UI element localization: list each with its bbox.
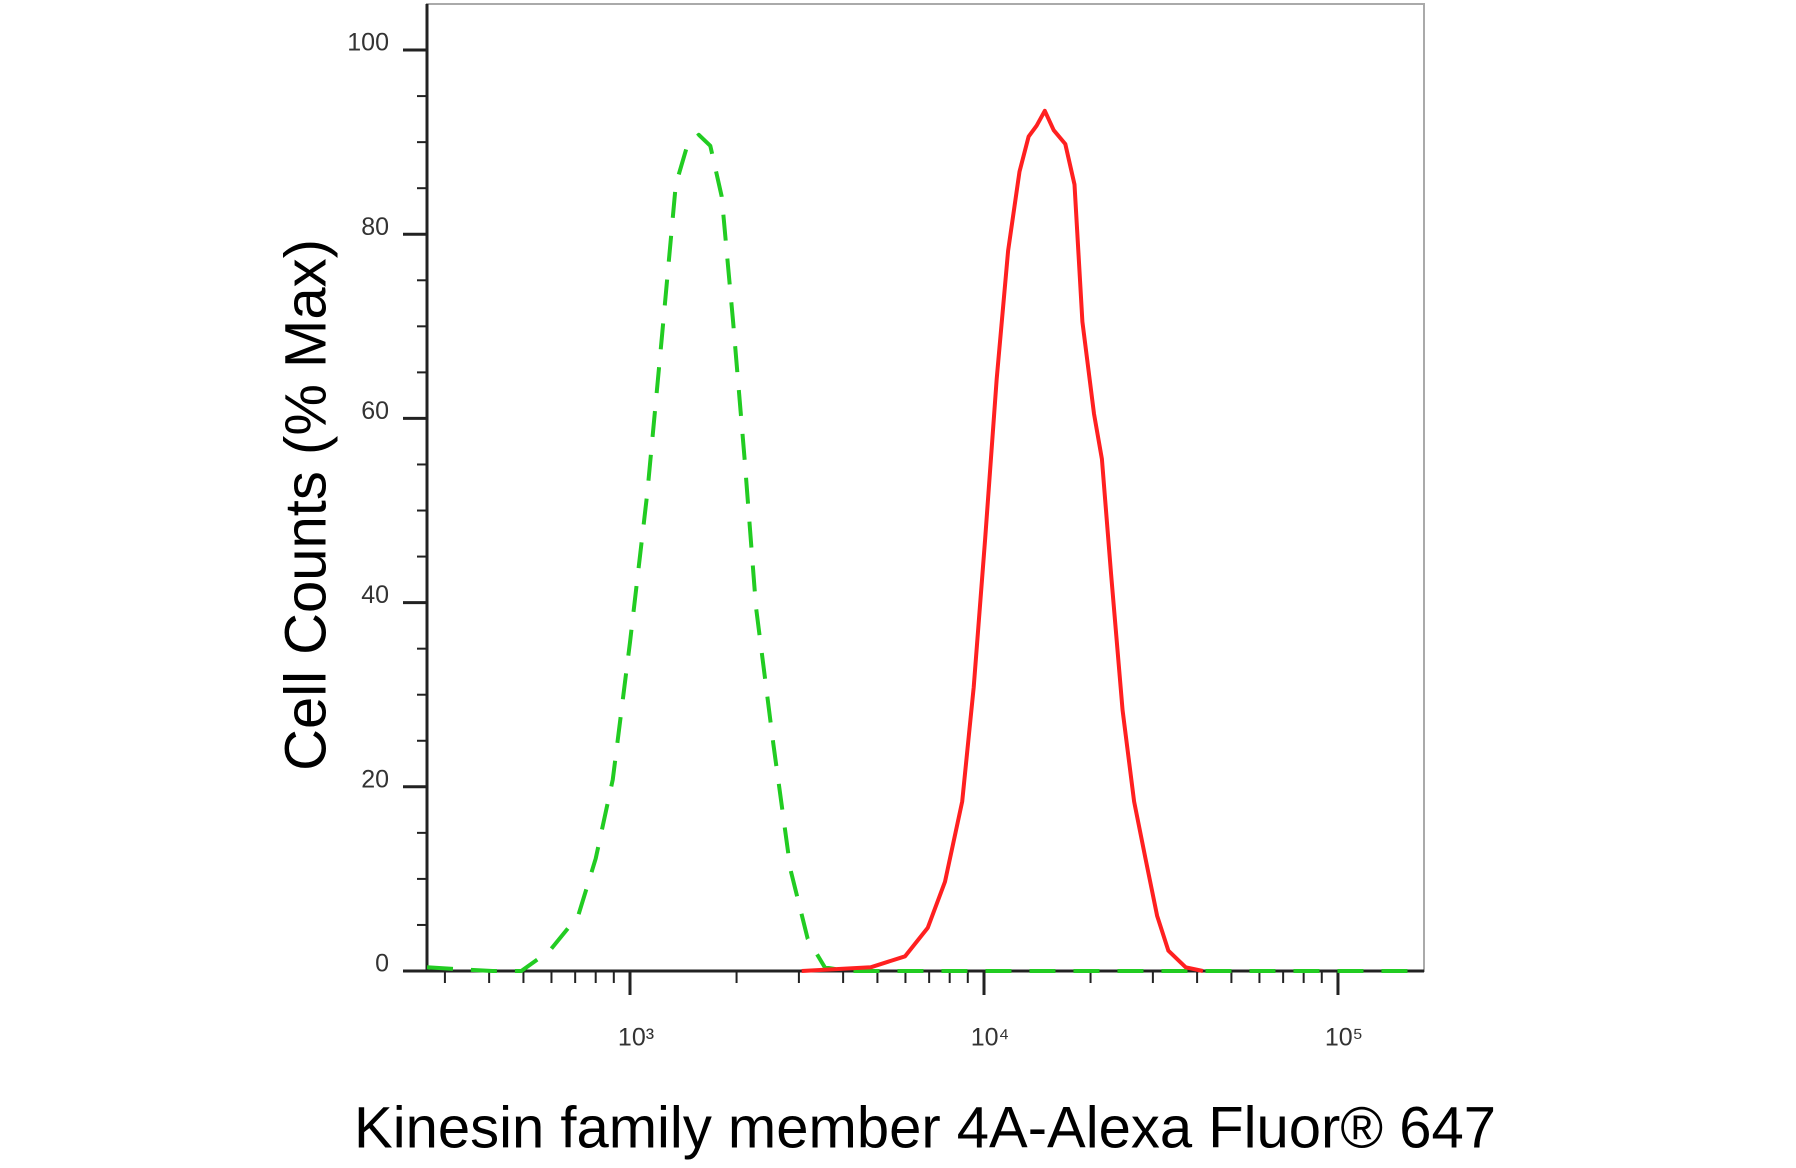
series-line bbox=[426, 132, 1424, 973]
x-axis-label: Kinesin family member 4A-Alexa Fluor® 64… bbox=[354, 1095, 1496, 1160]
x-tick-label: 10³ bbox=[618, 1024, 654, 1052]
x-tick-label: 10⁴ bbox=[971, 1024, 1010, 1052]
plot-frame bbox=[426, 3, 1425, 972]
y-tick-label: 20 bbox=[361, 765, 389, 793]
y-axis-label: Cell Counts (% Max) bbox=[273, 239, 338, 771]
y-tick-label: 60 bbox=[361, 397, 389, 425]
y-tick-label: 0 bbox=[375, 950, 389, 978]
y-tick-label: 80 bbox=[361, 213, 389, 241]
series-line bbox=[801, 108, 1204, 973]
y-tick-label: 40 bbox=[361, 581, 389, 609]
y-tick-label: 100 bbox=[347, 29, 389, 57]
x-tick-label: 10⁵ bbox=[1325, 1024, 1363, 1052]
